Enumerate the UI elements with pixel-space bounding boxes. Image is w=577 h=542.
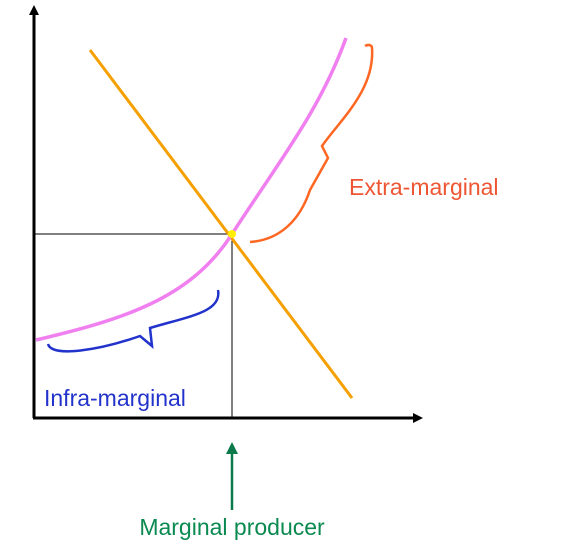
extra-brace [249, 43, 374, 244]
infra-label: Infra-marginal [44, 385, 186, 411]
marginal-label: Marginal producer [139, 514, 325, 540]
supply-curve [35, 37, 348, 342]
infra-brace [46, 289, 220, 353]
equilibrium-point [228, 230, 236, 238]
demand-line [88, 49, 354, 399]
extra-label: Extra-marginal [349, 174, 499, 200]
